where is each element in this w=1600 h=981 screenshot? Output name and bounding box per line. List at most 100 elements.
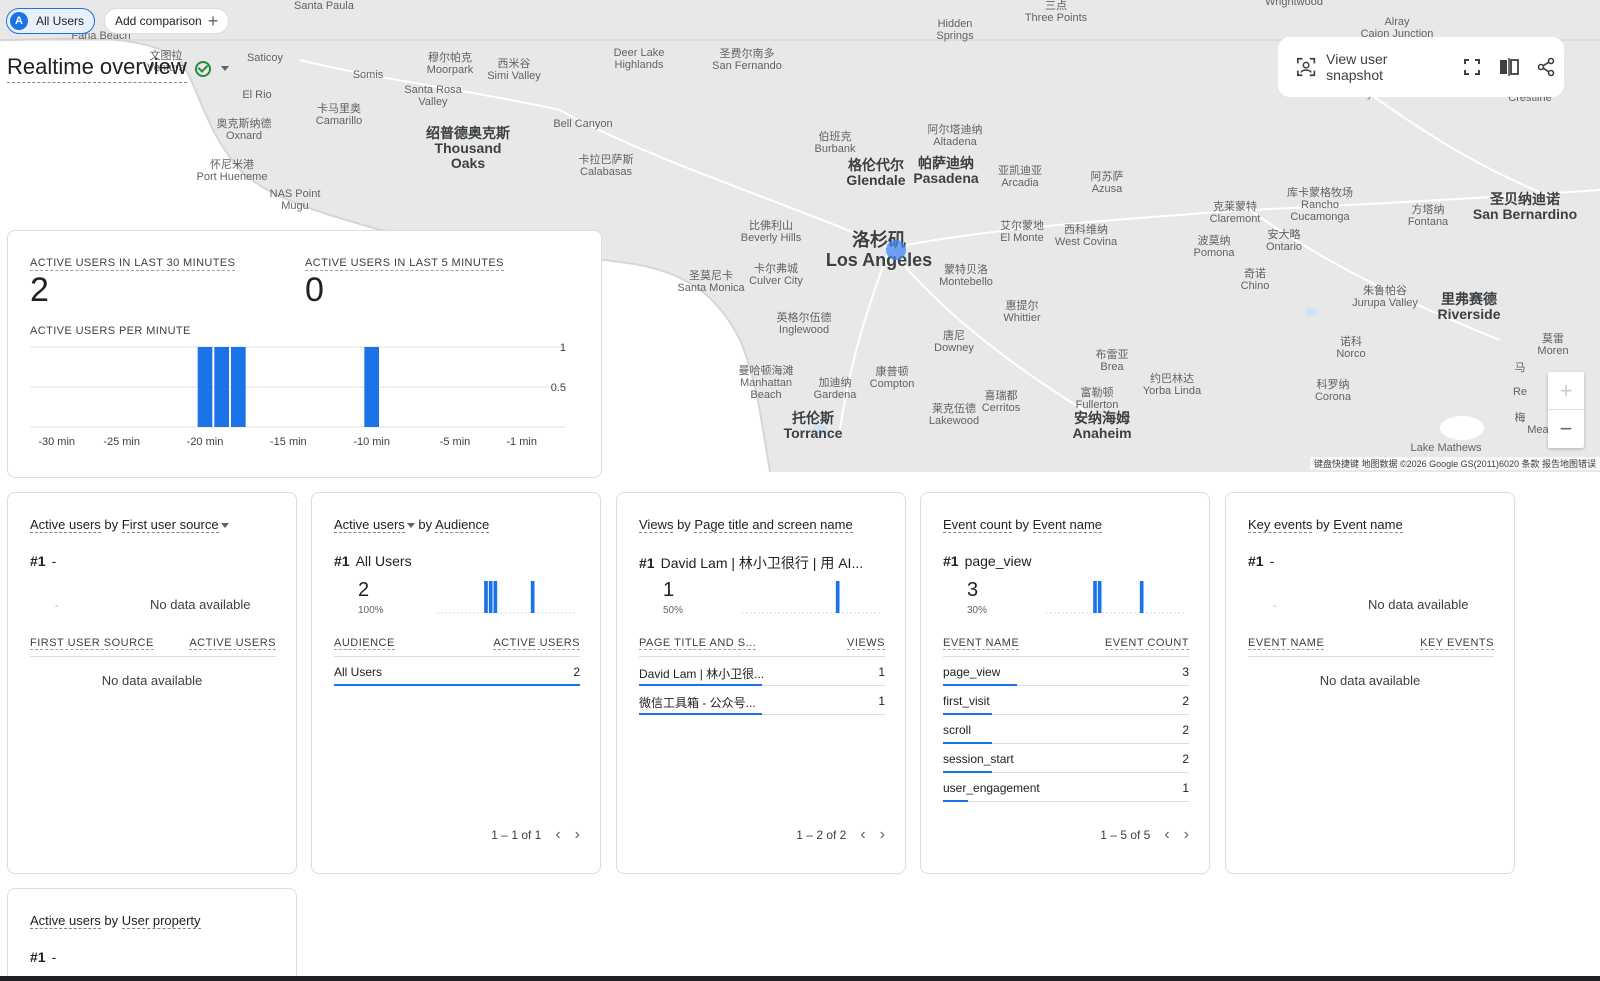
table-row[interactable]: All Users 2 (334, 657, 580, 686)
table-row[interactable]: session_start 2 (943, 744, 1189, 773)
table-row[interactable]: first_visit 2 (943, 686, 1189, 715)
chevron-left-icon[interactable]: ‹ (1164, 826, 1170, 843)
map-place-label: 卡拉巴萨斯 Calabasas (578, 154, 634, 178)
all-users-label: All Users (36, 14, 85, 28)
zoom-out-button[interactable]: − (1559, 416, 1573, 441)
card-title-metric[interactable]: Active users (30, 517, 101, 533)
card-title-dimension[interactable]: First user source (121, 517, 219, 533)
card-title-dimension[interactable]: Page title and screen name (694, 517, 853, 533)
rank-number: #1 (1248, 553, 1264, 569)
rank-label: David Lam | 林小卫很行 | 用 AI... (660, 555, 864, 571)
active-users-30min-label[interactable]: ACTIVE USERS IN LAST 30 MINUTES (30, 257, 236, 271)
card-title-dimension[interactable]: User property (121, 913, 201, 929)
table-row[interactable]: user_engagement 1 (943, 773, 1189, 802)
map-place-label: 克莱蒙特 Claremont (1209, 201, 1261, 225)
card-title-by: by (414, 517, 436, 532)
top-percent: 50% (663, 605, 684, 616)
table-row[interactable]: page_view 3 (943, 657, 1189, 686)
sparkline-chart (742, 581, 882, 614)
map-place-label: 莫雷 Moren (1537, 333, 1569, 357)
all-users-comparison-chip[interactable]: A All Users (6, 8, 96, 34)
compare-view-button[interactable] (1490, 47, 1528, 87)
map-place-label: 方塔纳 Fontana (1407, 204, 1449, 228)
row-label: scroll (943, 723, 972, 737)
card-title: Active users by Audience (334, 517, 490, 533)
card-title-metric[interactable]: Views (639, 517, 674, 533)
chevron-left-icon[interactable]: ‹ (860, 826, 866, 843)
no-data-label: No data available (150, 597, 251, 612)
map-attribution[interactable]: 键盘快捷键 地图数据 ©2026 Google GS(2011)6020 条款 … (1309, 457, 1600, 470)
map-place-label: 穆尔帕克 Moorpark (426, 52, 474, 76)
top-value: 3 (967, 579, 979, 601)
share-button[interactable] (1528, 47, 1564, 87)
map-place-label: 卡尔弗城 Culver City (749, 263, 803, 287)
chevron-right-icon[interactable]: › (1183, 826, 1189, 843)
table-row[interactable]: David Lam | 林小卫很... 1 (639, 657, 885, 686)
chevron-down-icon[interactable] (220, 523, 229, 529)
add-comparison-button[interactable]: Add comparison + (104, 8, 230, 34)
card-title-dimension[interactable]: Event name (1333, 517, 1403, 533)
card-audience: Active users by Audience #1 All Users 2 100%… (311, 492, 601, 874)
card-title-by: by (100, 913, 122, 928)
y-tick-label: 0.5 (551, 382, 566, 394)
column-header-metric[interactable]: VIEWS (847, 637, 885, 650)
column-header-dimension[interactable]: FIRST USER SOURCE (30, 637, 154, 650)
chevron-down-icon[interactable] (406, 523, 415, 529)
minute-bar[interactable] (364, 347, 379, 427)
column-header-metric[interactable]: ACTIVE USERS (493, 637, 580, 650)
sparkline-chart (1046, 581, 1186, 614)
map-zoom-control[interactable]: + − (1548, 372, 1584, 448)
card-title-metric[interactable]: Key events (1248, 517, 1313, 533)
x-tick-label: -20 min (187, 436, 224, 448)
x-tick-label: -10 min (353, 436, 390, 448)
rank-number: #1 (30, 949, 46, 965)
table-row[interactable]: 微信工具箱 - 公众号... 1 (639, 686, 885, 715)
chevron-down-icon[interactable] (220, 66, 229, 71)
chevron-left-icon[interactable]: ‹ (555, 826, 561, 843)
row-label: page_view (943, 665, 1001, 679)
card-title-metric[interactable]: Active users (30, 913, 101, 929)
column-header-dimension[interactable]: AUDIENCE (334, 637, 395, 650)
card-title-dimension[interactable]: Event name (1032, 517, 1102, 533)
map-place-label: 蒙特贝洛 Montebello (939, 264, 993, 288)
table-header: PAGE TITLE AND S... VIEWS (639, 633, 885, 657)
map-place-label: 奇诺 Chino (1240, 268, 1270, 292)
top-rank: #1- (1248, 553, 1498, 569)
row-share-bar (943, 713, 993, 715)
minute-bar[interactable] (214, 347, 229, 427)
row-value: 2 (1182, 723, 1189, 737)
table-no-data: No data available (1319, 673, 1421, 688)
card-title-metric[interactable]: Event count (943, 517, 1012, 533)
active-users-5min-label[interactable]: ACTIVE USERS IN LAST 5 MINUTES (305, 257, 504, 271)
minute-bar[interactable] (197, 347, 213, 427)
column-header-metric[interactable]: KEY EVENTS (1420, 637, 1494, 650)
table-header: AUDIENCE ACTIVE USERS (334, 633, 580, 657)
column-header-dimension[interactable]: PAGE TITLE AND S... (639, 637, 757, 650)
column-header-metric[interactable]: ACTIVE USERS (189, 637, 276, 650)
column-header-metric[interactable]: EVENT COUNT (1104, 637, 1189, 650)
map-place-label: 朱鲁帕谷 Jurupa Valley (1352, 285, 1418, 309)
column-header-dimension[interactable]: EVENT NAME (1248, 637, 1325, 650)
map-place-label: 诺科 Norco (1336, 336, 1366, 360)
card-title-metric[interactable]: Active users (334, 517, 405, 533)
zoom-in-button[interactable]: + (1548, 372, 1584, 410)
active-user-location-dot (886, 240, 906, 260)
map-place-label: 康普顿 Compton (869, 366, 915, 390)
chevron-right-icon[interactable]: › (574, 826, 580, 843)
map-place-label: 唐尼 Downey (934, 330, 974, 354)
minute-bar[interactable] (231, 347, 246, 427)
rank-number: #1 (639, 555, 655, 571)
fullscreen-button[interactable] (1454, 47, 1490, 87)
column-header-dimension[interactable]: EVENT NAME (943, 637, 1020, 650)
rank-number: #1 (30, 553, 46, 569)
card-events: Event count by Event name #1 page_view 3 30%… (920, 492, 1210, 874)
top-rank: #1- (30, 949, 280, 965)
map-place-label: 安大略 Ontario (1265, 229, 1303, 253)
view-user-snapshot-button[interactable]: View user snapshot (1288, 47, 1446, 87)
card-title-dimension[interactable]: Audience (435, 517, 490, 533)
table-row[interactable]: scroll 2 (943, 715, 1189, 744)
row-value: 3 (1182, 665, 1189, 679)
active-users-per-minute-chart[interactable]: -30 min -25 min -20 min -15 min -10 min -5 mi… (30, 343, 590, 467)
chevron-right-icon[interactable]: › (879, 826, 885, 843)
